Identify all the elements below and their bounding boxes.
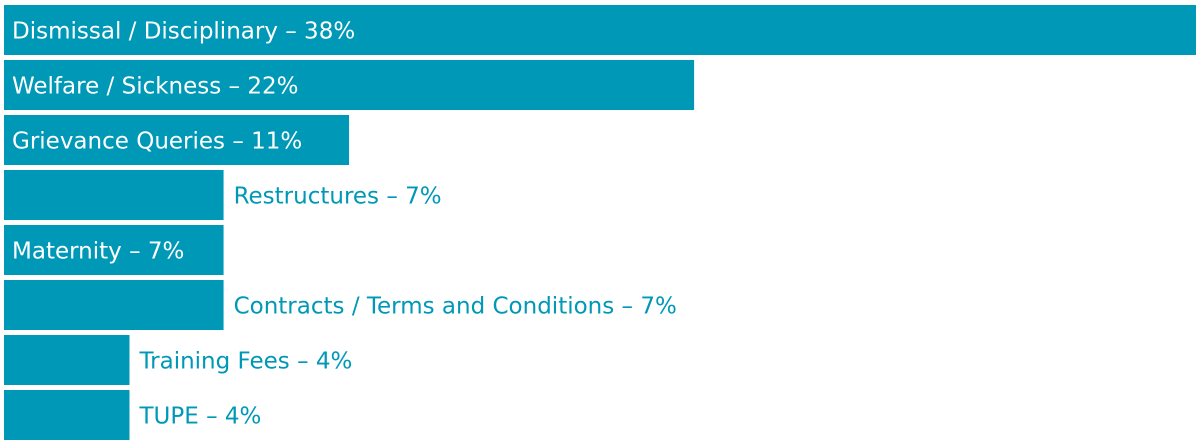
bar: [4, 5, 1196, 55]
bar-label: Restructures – 7%: [234, 184, 442, 210]
bar-label: Maternity – 7%: [12, 239, 184, 265]
bar: [4, 335, 130, 385]
bar: [4, 170, 224, 220]
bar-label: Grievance Queries – 11%: [12, 129, 302, 155]
bar-label: Welfare / Sickness – 22%: [12, 74, 299, 100]
bar: [4, 225, 224, 275]
bar-label: Contracts / Terms and Conditions – 7%: [234, 294, 677, 320]
bar: [4, 280, 224, 330]
bar: [4, 115, 350, 165]
bar: [4, 60, 695, 110]
bar-label: Dismissal / Disciplinary – 38%: [12, 19, 355, 45]
bar-label: Training Fees – 4%: [138, 349, 352, 375]
bar-label: TUPE – 4%: [138, 404, 261, 430]
bar: [4, 390, 130, 440]
